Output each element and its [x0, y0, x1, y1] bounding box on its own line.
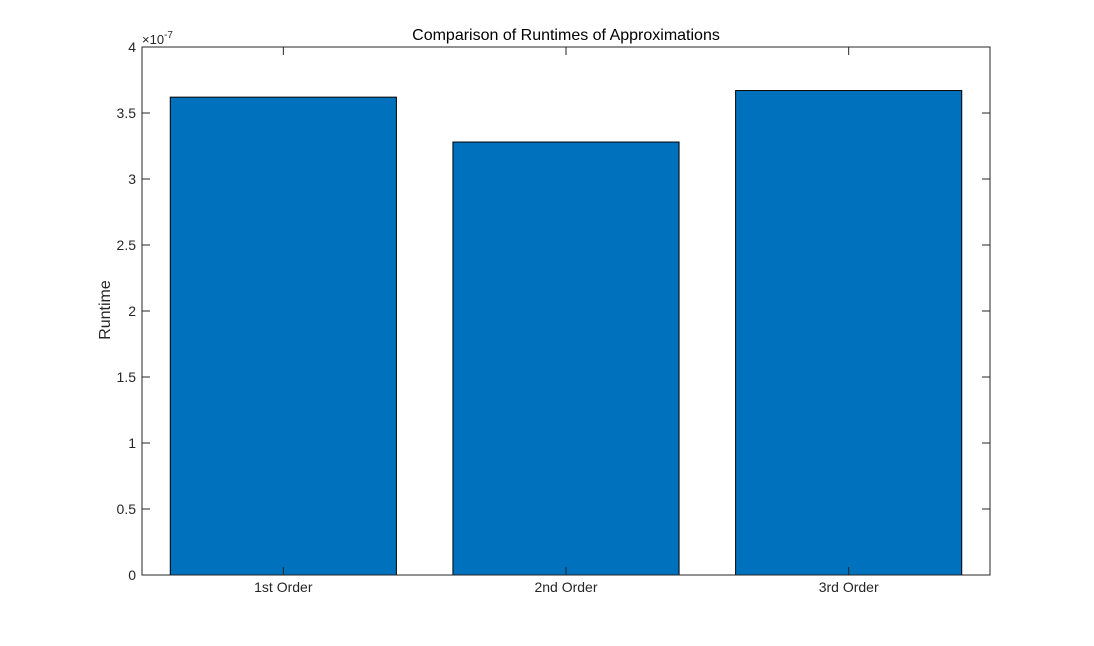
x-tick-label: 3rd Order — [819, 579, 879, 595]
exponent-base: ×10 — [142, 32, 164, 47]
plot-area: 0 0.5 1 1.5 2 2.5 3 3.5 4 1st Order 2nd Order 3rd O… — [117, 39, 991, 595]
y-axis-exponent: ×10-7 — [142, 30, 173, 47]
y-tick-label: 0.5 — [117, 501, 137, 517]
bar-3 — [735, 90, 963, 576]
y-tick-label: 2.5 — [117, 237, 137, 253]
x-tick-label: 2nd Order — [534, 579, 597, 595]
exponent-power: -7 — [164, 30, 173, 41]
y-axis-label: Runtime — [97, 280, 114, 340]
y-tick-label: 0 — [128, 567, 136, 583]
bar-2 — [452, 141, 680, 576]
x-tick-label: 1st Order — [254, 579, 313, 595]
bar-1 — [169, 96, 397, 576]
chart-title: Comparison of Runtimes of Approximations — [412, 27, 720, 44]
y-tick-label: 1.5 — [117, 369, 137, 385]
y-tick-label: 1 — [128, 435, 136, 451]
y-tick-label: 2 — [128, 303, 136, 319]
y-tick-label: 4 — [128, 39, 136, 55]
y-tick-label: 3 — [128, 171, 136, 187]
y-tick-label: 3.5 — [117, 105, 137, 121]
